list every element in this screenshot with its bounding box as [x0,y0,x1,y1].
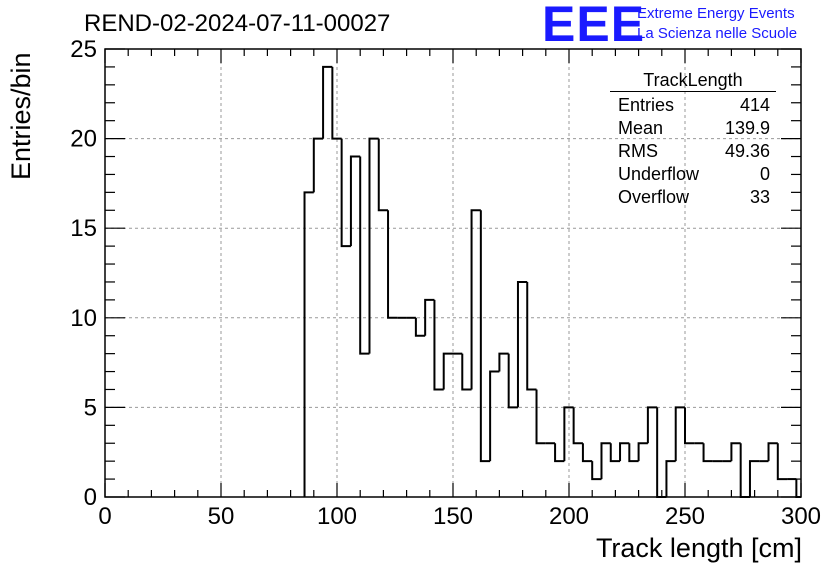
x-tick-label: 50 [208,503,235,530]
x-axis-label: Track length [cm] [595,533,802,563]
histogram-bin [684,407,695,445]
histogram-bin [581,443,593,463]
chart-title: REND-02-2024-07-11-00027 [84,10,391,37]
histogram-bin [535,389,546,445]
histogram-bin [340,138,351,248]
histogram-bin [461,353,472,391]
histogram-bin [572,407,583,445]
stats-value: 49.36 [724,141,770,161]
organization-name: Extreme Energy Events La Scienza nelle S… [637,4,797,44]
y-tick-label: 0 [84,484,97,511]
stats-value: 139.9 [724,118,770,138]
histogram-bin [414,317,426,337]
histogram-bin [377,138,389,212]
stats-box: TrackLength Entries 414 Mean 139.9 RMS 4… [610,70,776,209]
histogram-bin [368,137,379,354]
histogram-bin [739,443,750,498]
stats-row-underflow: Underflow 0 [610,163,776,186]
stats-row-overflow: Overflow 33 [610,186,776,209]
stats-label: Underflow [618,164,700,184]
histogram-bin [387,210,398,319]
histogram-bin [479,210,491,463]
histogram-bin [312,137,324,193]
stats-label: Mean [618,118,664,138]
stats-value: 0 [759,164,770,184]
y-tick-label: 25 [70,36,97,63]
x-tick-label: 200 [549,503,589,530]
histogram-bin [748,460,760,497]
stats-row-mean: Mean 139.9 [610,117,776,140]
stats-label: RMS [618,141,658,161]
histogram-bin [591,461,602,481]
grid-lines [105,49,801,497]
stats-row-rms: RMS 49.36 [610,140,776,163]
histogram-bin [665,460,676,497]
histogram-bin [424,298,435,336]
axes: 0 50 100 150 200 250 300 0 5 10 15 20 25 [70,36,821,530]
x-tick-label: 150 [433,503,473,530]
stats-row-entries: Entries 414 [610,94,776,117]
histogram-bin [600,442,611,480]
histogram-bin [656,407,667,498]
histogram-bin [442,352,453,390]
histogram-bin [359,156,370,355]
histogram-bin [646,406,658,444]
stats-value: 414 [739,95,770,115]
histogram-bin [730,442,741,462]
histogram-bin [776,443,788,481]
y-tick-label: 15 [70,215,97,242]
y-tick-label: 10 [70,305,97,332]
x-tick-label: 250 [665,503,705,530]
histogram-bars [303,65,801,498]
histogram-bin [767,442,778,462]
x-tick-label: 300 [781,503,821,530]
histogram-bin [619,442,630,462]
stats-label: Overflow [618,187,690,207]
x-tick-label: 0 [98,503,111,530]
histogram-bin [331,66,342,140]
histogram-bin [554,443,565,463]
organization-line-2: La Scienza nelle Scuole [637,25,798,42]
histogram-bin [470,209,481,390]
histogram-bin [303,191,314,497]
organization-line-1: Extreme Energy Events [637,5,795,22]
stats-box-title: TrackLength [610,70,776,92]
histogram-bin [526,281,537,391]
histogram-bin [628,443,639,463]
y-tick-label: 5 [84,394,97,421]
histogram-bin [433,299,444,391]
histogram-bin [498,352,509,372]
histogram-bin [609,443,621,463]
histogram-bin [349,155,361,247]
histogram-bin [322,65,333,139]
histogram-bin [507,353,518,409]
histogram-bin [489,370,500,462]
histogram-bin [674,406,685,462]
x-tick-label: 100 [317,503,357,530]
eee-logo: EEE [542,0,646,52]
y-axis-label: Entries/bin [6,52,36,180]
histogram-bin [516,280,528,408]
histogram-bin [563,406,574,462]
histogram-bin [637,442,648,462]
histogram-bin [702,443,713,463]
y-tick-label: 20 [70,126,97,153]
stats-label: Entries [618,95,675,115]
stats-value: 33 [749,187,770,207]
